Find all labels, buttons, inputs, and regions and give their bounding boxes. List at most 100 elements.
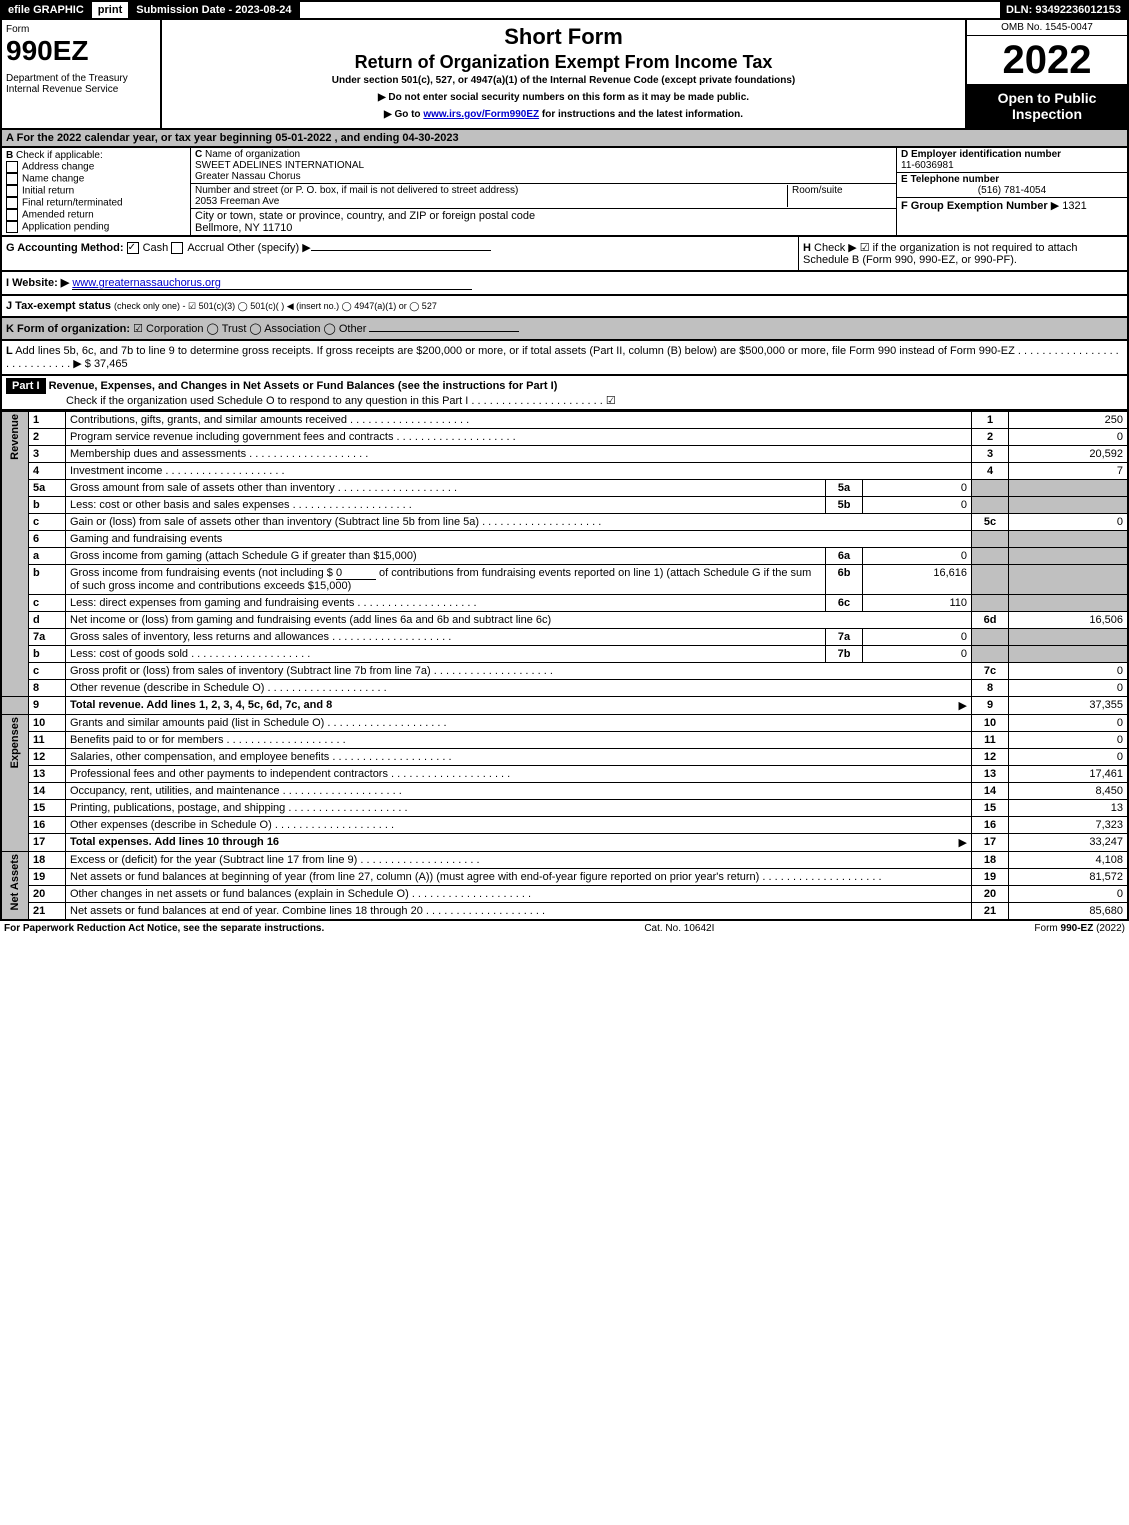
- line-6a-amount: 0: [863, 548, 972, 565]
- line-15-amount: 13: [1009, 800, 1129, 817]
- other-specify-input[interactable]: [311, 250, 491, 251]
- line-21-amount: 85,680: [1009, 903, 1129, 921]
- section-a-label: A: [6, 132, 14, 144]
- irs-link[interactable]: www.irs.gov/Form990EZ: [423, 109, 539, 120]
- form-of-organization: ☑ Corporation ◯ Trust ◯ Association ◯ Ot…: [133, 323, 366, 335]
- line-20-amount: 0: [1009, 886, 1129, 903]
- open-to-public: Open to Public Inspection: [967, 84, 1127, 128]
- form-header: Form 990EZ Department of the Treasury In…: [0, 18, 1129, 130]
- section-b: B Check if applicable: Address change Na…: [2, 148, 191, 235]
- topbar-spacer: [300, 2, 1000, 18]
- dln-label: DLN: 93492236012153: [1000, 2, 1127, 18]
- section-a: A For the 2022 calendar year, or tax yea…: [0, 130, 1129, 148]
- checkbox-accrual[interactable]: [171, 242, 183, 254]
- expenses-side-label: Expenses: [1, 715, 29, 852]
- footer-left: For Paperwork Reduction Act Notice, see …: [4, 923, 324, 934]
- checkbox-address-change[interactable]: [6, 161, 18, 173]
- other-org-input[interactable]: [369, 331, 519, 332]
- org-name-1: SWEET ADELINES INTERNATIONAL: [195, 160, 364, 171]
- line-9-amount: 37,355: [1009, 697, 1129, 715]
- header-middle: Short Form Return of Organization Exempt…: [162, 20, 967, 128]
- form-label: Form: [6, 24, 156, 35]
- line-6b-amount: 16,616: [863, 565, 972, 595]
- city-state-zip: Bellmore, NY 11710: [195, 222, 292, 234]
- telephone-label: E Telephone number: [901, 174, 999, 185]
- form-lines-table: Revenue 1 Contributions, gifts, grants, …: [0, 411, 1129, 921]
- part-i-header: Part I Revenue, Expenses, and Changes in…: [0, 376, 1129, 411]
- checkbox-name-change[interactable]: [6, 173, 18, 185]
- checkbox-application-pending[interactable]: [6, 221, 18, 233]
- netassets-side-label: Net Assets: [1, 852, 29, 921]
- footer-form-id: Form 990-EZ (2022): [1034, 923, 1125, 934]
- header-left: Form 990EZ Department of the Treasury In…: [2, 20, 162, 128]
- line-13-amount: 17,461: [1009, 766, 1129, 783]
- omb-number: OMB No. 1545-0047: [967, 20, 1127, 36]
- line-5b-amount: 0: [863, 497, 972, 514]
- line-8-amount: 0: [1009, 680, 1129, 697]
- website-link[interactable]: www.greaternassauchorus.org: [72, 277, 472, 290]
- line-10-amount: 0: [1009, 715, 1129, 732]
- checkbox-cash[interactable]: [127, 242, 139, 254]
- line-7c-amount: 0: [1009, 663, 1129, 680]
- check-if-applicable: Check if applicable:: [16, 150, 103, 161]
- section-bcdef: B Check if applicable: Address change Na…: [0, 148, 1129, 237]
- line-7a-amount: 0: [863, 629, 972, 646]
- line-1-amount: 250: [1009, 412, 1129, 429]
- telephone-value: (516) 781-4054: [901, 185, 1123, 196]
- line-11-amount: 0: [1009, 732, 1129, 749]
- room-suite-label: Room/suite: [787, 185, 892, 207]
- part-i-badge: Part I: [6, 378, 46, 394]
- subtitle: Under section 501(c), 527, or 4947(a)(1)…: [170, 75, 957, 86]
- checkbox-initial-return[interactable]: [6, 185, 18, 197]
- line-5c-amount: 0: [1009, 514, 1129, 531]
- line-5a-amount: 0: [863, 480, 972, 497]
- checkbox-final-return[interactable]: [6, 197, 18, 209]
- section-h-text: Check ▶ ☑ if the organization is not req…: [803, 242, 1078, 266]
- print-button[interactable]: print: [92, 2, 130, 18]
- section-b-label: B: [6, 150, 13, 161]
- footer-cat-no: Cat. No. 10642I: [644, 923, 714, 934]
- tax-year: 2022: [967, 36, 1127, 84]
- section-k: K Form of organization: ☑ Corporation ◯ …: [0, 318, 1129, 341]
- org-name-2: Greater Nassau Chorus: [195, 171, 301, 182]
- gross-receipts-value: 37,465: [94, 358, 128, 370]
- line-6c-amount: 110: [863, 595, 972, 612]
- instruction-2: ▶ Go to www.irs.gov/Form990EZ for instru…: [170, 109, 957, 120]
- efile-label: efile GRAPHIC: [2, 2, 92, 18]
- ein-label: D Employer identification number: [901, 149, 1061, 160]
- part-i-check-note: Check if the organization used Schedule …: [6, 395, 616, 407]
- section-def: D Employer identification number11-60369…: [897, 148, 1127, 235]
- section-i: I Website: ▶ www.greaternassauchorus.org: [0, 272, 1129, 296]
- part-i-title: Revenue, Expenses, and Changes in Net As…: [49, 380, 558, 392]
- section-g: G Accounting Method: Cash Accrual Other …: [2, 237, 798, 270]
- section-c: C Name of organization SWEET ADELINES IN…: [191, 148, 897, 235]
- department-label: Department of the Treasury Internal Reve…: [6, 73, 156, 95]
- street-address: 2053 Freeman Ave: [195, 196, 279, 207]
- checkbox-amended-return[interactable]: [6, 209, 18, 221]
- line-17-amount: 33,247: [1009, 834, 1129, 852]
- header-right: OMB No. 1545-0047 2022 Open to Public In…: [967, 20, 1127, 128]
- line-4-amount: 7: [1009, 463, 1129, 480]
- instruction-1: ▶ Do not enter social security numbers o…: [170, 92, 957, 103]
- line-19-amount: 81,572: [1009, 869, 1129, 886]
- line-6b-insert: 0: [336, 567, 376, 580]
- page-footer: For Paperwork Reduction Act Notice, see …: [0, 921, 1129, 936]
- line-6d-amount: 16,506: [1009, 612, 1129, 629]
- tax-exempt-status: (check only one) - ☑ 501(c)(3) ◯ 501(c)(…: [114, 301, 437, 311]
- section-j: J Tax-exempt status (check only one) - ☑…: [0, 296, 1129, 318]
- line-7b-amount: 0: [863, 646, 972, 663]
- line-12-amount: 0: [1009, 749, 1129, 766]
- line-2-amount: 0: [1009, 429, 1129, 446]
- title-short-form: Short Form: [170, 24, 957, 50]
- section-a-text: For the 2022 calendar year, or tax year …: [17, 132, 459, 144]
- submission-date: Submission Date - 2023-08-24: [130, 2, 299, 18]
- form-number: 990EZ: [6, 35, 156, 67]
- line-16-amount: 7,323: [1009, 817, 1129, 834]
- group-exemption-label: F Group Exemption Number: [901, 200, 1048, 212]
- ein-value: 11-6036981: [901, 160, 954, 171]
- line-3-amount: 20,592: [1009, 446, 1129, 463]
- line-18-amount: 4,108: [1009, 852, 1129, 869]
- line-14-amount: 8,450: [1009, 783, 1129, 800]
- group-exemption-value: 1321: [1062, 200, 1086, 212]
- section-gh: G Accounting Method: Cash Accrual Other …: [0, 237, 1129, 272]
